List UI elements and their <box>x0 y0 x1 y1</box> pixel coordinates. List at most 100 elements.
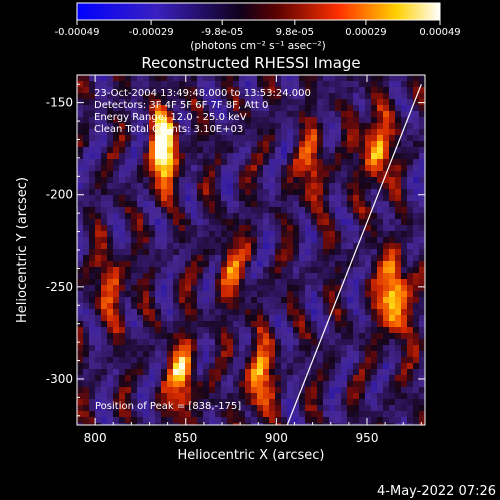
heatmap-cell <box>113 375 119 381</box>
heatmap-cell <box>143 249 149 255</box>
heatmap-cell <box>335 393 341 399</box>
heatmap-cell <box>131 123 137 129</box>
heatmap-cell <box>383 81 389 87</box>
heatmap-cell <box>191 411 197 417</box>
heatmap-cell <box>167 393 173 399</box>
heatmap-cell <box>263 279 269 285</box>
heatmap-cell <box>251 99 257 105</box>
heatmap-cell <box>209 141 215 147</box>
heatmap-cell <box>167 237 173 243</box>
heatmap-cell <box>359 387 365 393</box>
heatmap-cell <box>113 81 119 87</box>
heatmap-cell <box>311 255 317 261</box>
heatmap-cell <box>359 279 365 285</box>
heatmap-cell <box>221 321 227 327</box>
heatmap-cell <box>305 363 311 369</box>
heatmap-cell <box>173 81 179 87</box>
heatmap-cell <box>389 195 395 201</box>
heatmap-cell <box>89 183 95 189</box>
heatmap-cell <box>299 315 305 321</box>
heatmap-cell <box>119 153 125 159</box>
heatmap-cell <box>407 81 413 87</box>
heatmap-cell <box>89 255 95 261</box>
heatmap-cell <box>419 423 425 425</box>
heatmap-cell <box>245 141 251 147</box>
heatmap-cell <box>341 99 347 105</box>
heatmap-cell <box>203 81 209 87</box>
heatmap-cell <box>263 291 269 297</box>
heatmap-cell <box>407 279 413 285</box>
heatmap-cell <box>185 81 191 87</box>
heatmap-cell <box>185 237 191 243</box>
heatmap-cell <box>197 291 203 297</box>
heatmap-cell <box>371 273 377 279</box>
heatmap-cell <box>179 147 185 153</box>
heatmap-cell <box>161 189 167 195</box>
heatmap-cell <box>149 333 155 339</box>
heatmap-cell <box>233 267 239 273</box>
heatmap-cell <box>215 249 221 255</box>
heatmap-cell <box>125 171 131 177</box>
heatmap-cell <box>365 207 371 213</box>
heatmap-cell <box>215 231 221 237</box>
heatmap-cell <box>245 123 251 129</box>
heatmap-cell <box>323 399 329 405</box>
heatmap-cell <box>143 207 149 213</box>
heatmap-cell <box>113 135 119 141</box>
heatmap-cell <box>353 81 359 87</box>
heatmap-cell <box>329 147 335 153</box>
heatmap-cell <box>269 111 275 117</box>
heatmap-cell <box>299 195 305 201</box>
heatmap-cell <box>299 297 305 303</box>
heatmap-cell <box>185 417 191 423</box>
heatmap-cell <box>401 273 407 279</box>
heatmap-cell <box>341 333 347 339</box>
heatmap-cell <box>149 123 155 129</box>
heatmap-cell <box>83 153 89 159</box>
heatmap-cell <box>137 81 143 87</box>
heatmap-cell <box>107 105 113 111</box>
heatmap-cell <box>149 159 155 165</box>
heatmap-cell <box>281 261 287 267</box>
heatmap-cell <box>191 231 197 237</box>
heatmap-cell <box>107 345 113 351</box>
heatmap-cell <box>107 309 113 315</box>
heatmap-cell <box>341 405 347 411</box>
heatmap-cell <box>191 297 197 303</box>
heatmap-cell <box>359 105 365 111</box>
heatmap-cell <box>203 243 209 249</box>
heatmap-cell <box>257 303 263 309</box>
heatmap-cell <box>185 423 191 425</box>
heatmap-cell <box>149 249 155 255</box>
heatmap-cell <box>311 105 317 111</box>
heatmap-cell <box>257 381 263 387</box>
heatmap-cell <box>167 309 173 315</box>
heatmap-cell <box>149 315 155 321</box>
heatmap-cell <box>167 177 173 183</box>
heatmap-cell <box>299 381 305 387</box>
heatmap-cell <box>287 189 293 195</box>
heatmap-cell <box>89 393 95 399</box>
info-line-clean: Clean Total Counts: 3.10E+03 <box>94 124 243 135</box>
heatmap-cell <box>317 219 323 225</box>
heatmap-cell <box>263 135 269 141</box>
heatmap-cell <box>209 423 215 425</box>
heatmap-cell <box>191 195 197 201</box>
heatmap-cell <box>113 321 119 327</box>
heatmap-cell <box>173 129 179 135</box>
heatmap-cell <box>419 231 425 237</box>
heatmap-cell <box>203 303 209 309</box>
heatmap-cell <box>365 147 371 153</box>
heatmap-cell <box>167 195 173 201</box>
heatmap-cell <box>323 387 329 393</box>
heatmap-cell <box>269 375 275 381</box>
heatmap-cell <box>341 159 347 165</box>
heatmap-cell <box>245 291 251 297</box>
heatmap-cell <box>365 171 371 177</box>
heatmap-cell <box>113 189 119 195</box>
heatmap-cell <box>251 387 257 393</box>
heatmap-cell <box>149 285 155 291</box>
heatmap-cell <box>215 327 221 333</box>
heatmap-cell <box>329 177 335 183</box>
heatmap-cell <box>149 207 155 213</box>
